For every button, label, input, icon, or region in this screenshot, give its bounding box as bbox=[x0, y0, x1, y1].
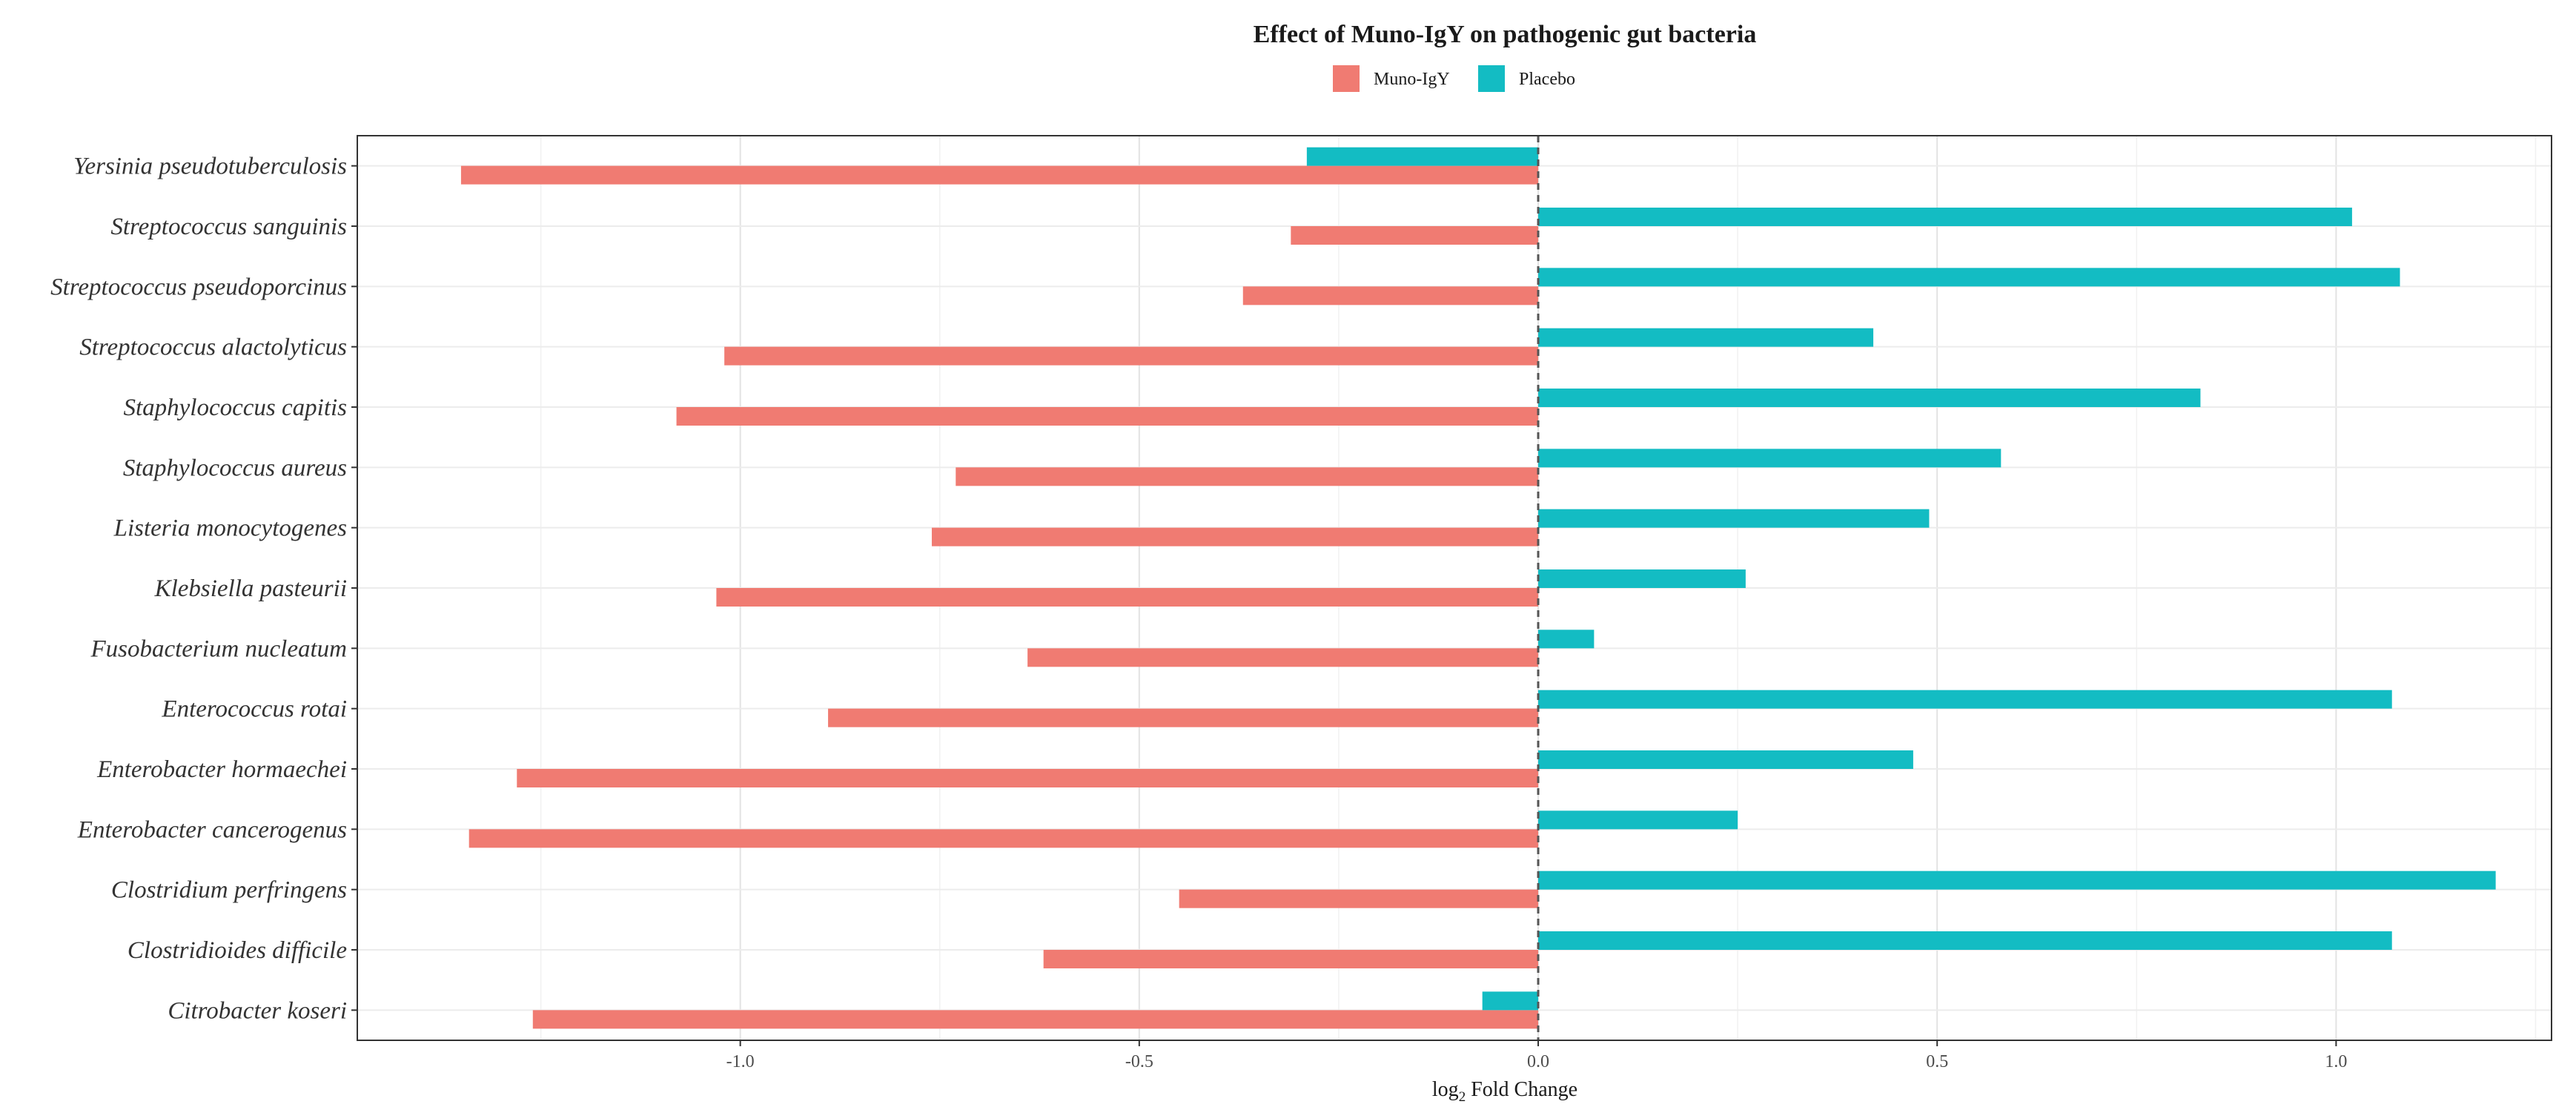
y-tick-label-streptococcus-pseudoporcinus: Streptococcus pseudoporcinus bbox=[50, 274, 347, 300]
bar-muno-igy-clostridium-perfringens bbox=[1179, 889, 1539, 908]
y-tick-label-enterococcus-rotai: Enterococcus rotai bbox=[161, 696, 347, 723]
bar-muno-igy-enterobacter-hormaechei bbox=[517, 769, 1539, 787]
bar-placebo-clostridium-perfringens bbox=[1538, 871, 2496, 890]
bar-muno-igy-yersinia-pseudotuberculosis bbox=[460, 165, 1539, 185]
bar-muno-igy-citrobacter-koseri bbox=[532, 1010, 1539, 1029]
y-tick-label-listeria-monocytogenes: Listeria monocytogenes bbox=[113, 515, 347, 542]
x-axis: -1.0 -0.5 0.0 0.5 1.0 bbox=[726, 1040, 2347, 1071]
bar-muno-igy-klebsiella-pasteurii bbox=[716, 588, 1539, 607]
y-tick-label-citrobacter-koseri: Citrobacter koseri bbox=[168, 997, 347, 1024]
bar-muno-igy-streptococcus-pseudoporcinus bbox=[1242, 286, 1539, 305]
bar-placebo-enterobacter-hormaechei bbox=[1538, 750, 1913, 769]
bar-placebo-fusobacterium-nucleatum bbox=[1538, 630, 1595, 649]
bar-muno-igy-enterobacter-cancerogenus bbox=[468, 829, 1539, 848]
bar-placebo-streptococcus-alactolyticus bbox=[1538, 328, 1874, 347]
bar-placebo-streptococcus-pseudoporcinus bbox=[1538, 268, 2400, 287]
y-tick-label-yersinia-pseudotuberculosis: Yersinia pseudotuberculosis bbox=[73, 153, 347, 180]
x-axis-title-subscript: 2 bbox=[1459, 1089, 1466, 1105]
x-axis-title: log2 Fold Change bbox=[1432, 1078, 1577, 1105]
chart-title: Effect of Muno-IgY on pathogenic gut bac… bbox=[1254, 21, 1757, 48]
y-tick-label-enterobacter-hormaechei: Enterobacter hormaechei bbox=[96, 756, 347, 783]
bar-placebo-klebsiella-pasteurii bbox=[1538, 569, 1746, 588]
bar-placebo-staphylococcus-aureus bbox=[1538, 449, 2001, 468]
x-tick-label: -1.0 bbox=[726, 1052, 755, 1071]
bar-muno-igy-listeria-monocytogenes bbox=[931, 527, 1539, 546]
y-tick-label-clostridium-perfringens: Clostridium perfringens bbox=[111, 877, 347, 904]
legend-swatch-muno-igy bbox=[1333, 65, 1360, 92]
legend-swatch-placebo bbox=[1478, 65, 1505, 92]
legend: Muno-IgY Placebo bbox=[1333, 65, 1575, 92]
bar-placebo-enterobacter-cancerogenus bbox=[1538, 810, 1738, 830]
bar-placebo-enterococcus-rotai bbox=[1538, 690, 2392, 709]
bar-muno-igy-enterococcus-rotai bbox=[828, 708, 1539, 727]
bar-muno-igy-streptococcus-sanguinis bbox=[1291, 226, 1539, 245]
bar-placebo-clostridioides-difficile bbox=[1538, 931, 2392, 950]
x-axis-title-prefix: log bbox=[1432, 1078, 1459, 1101]
bar-muno-igy-staphylococcus-capitis bbox=[676, 407, 1539, 426]
bar-placebo-streptococcus-sanguinis bbox=[1538, 208, 2352, 226]
bar-placebo-listeria-monocytogenes bbox=[1538, 509, 1930, 528]
y-tick-label-streptococcus-alactolyticus: Streptococcus alactolyticus bbox=[79, 334, 347, 361]
x-axis-title-suffix: Fold Change bbox=[1466, 1078, 1577, 1101]
y-tick-label-staphylococcus-aureus: Staphylococcus aureus bbox=[123, 455, 347, 481]
x-tick-label: 1.0 bbox=[2325, 1052, 2347, 1071]
legend-label-muno-igy: Muno-IgY bbox=[1374, 70, 1450, 89]
bars bbox=[460, 147, 2496, 1029]
bar-placebo-staphylococcus-capitis bbox=[1538, 389, 2201, 407]
bar-muno-igy-fusobacterium-nucleatum bbox=[1027, 648, 1539, 667]
bar-muno-igy-staphylococcus-aureus bbox=[956, 467, 1539, 486]
bar-muno-igy-clostridioides-difficile bbox=[1043, 950, 1539, 968]
y-tick-label-enterobacter-cancerogenus: Enterobacter cancerogenus bbox=[77, 816, 347, 843]
legend-label-placebo: Placebo bbox=[1519, 70, 1575, 89]
bar-placebo-citrobacter-koseri bbox=[1482, 991, 1539, 1011]
bar-placebo-yersinia-pseudotuberculosis bbox=[1306, 147, 1539, 166]
y-axis: Yersinia pseudotuberculosis Streptococcus… bbox=[50, 153, 357, 1024]
y-tick-label-staphylococcus-capitis: Staphylococcus capitis bbox=[123, 394, 347, 421]
y-tick-label-klebsiella-pasteurii: Klebsiella pasteurii bbox=[154, 575, 347, 602]
y-tick-label-clostridioides-difficile: Clostridioides difficile bbox=[128, 937, 347, 964]
y-tick-label-fusobacterium-nucleatum: Fusobacterium nucleatum bbox=[90, 635, 347, 662]
x-tick-label: -0.5 bbox=[1125, 1052, 1153, 1071]
y-tick-label-streptococcus-sanguinis: Streptococcus sanguinis bbox=[110, 214, 347, 240]
x-tick-label: 0.0 bbox=[1527, 1052, 1549, 1071]
bar-muno-igy-streptococcus-alactolyticus bbox=[724, 346, 1539, 366]
x-tick-label: 0.5 bbox=[1926, 1052, 1948, 1071]
